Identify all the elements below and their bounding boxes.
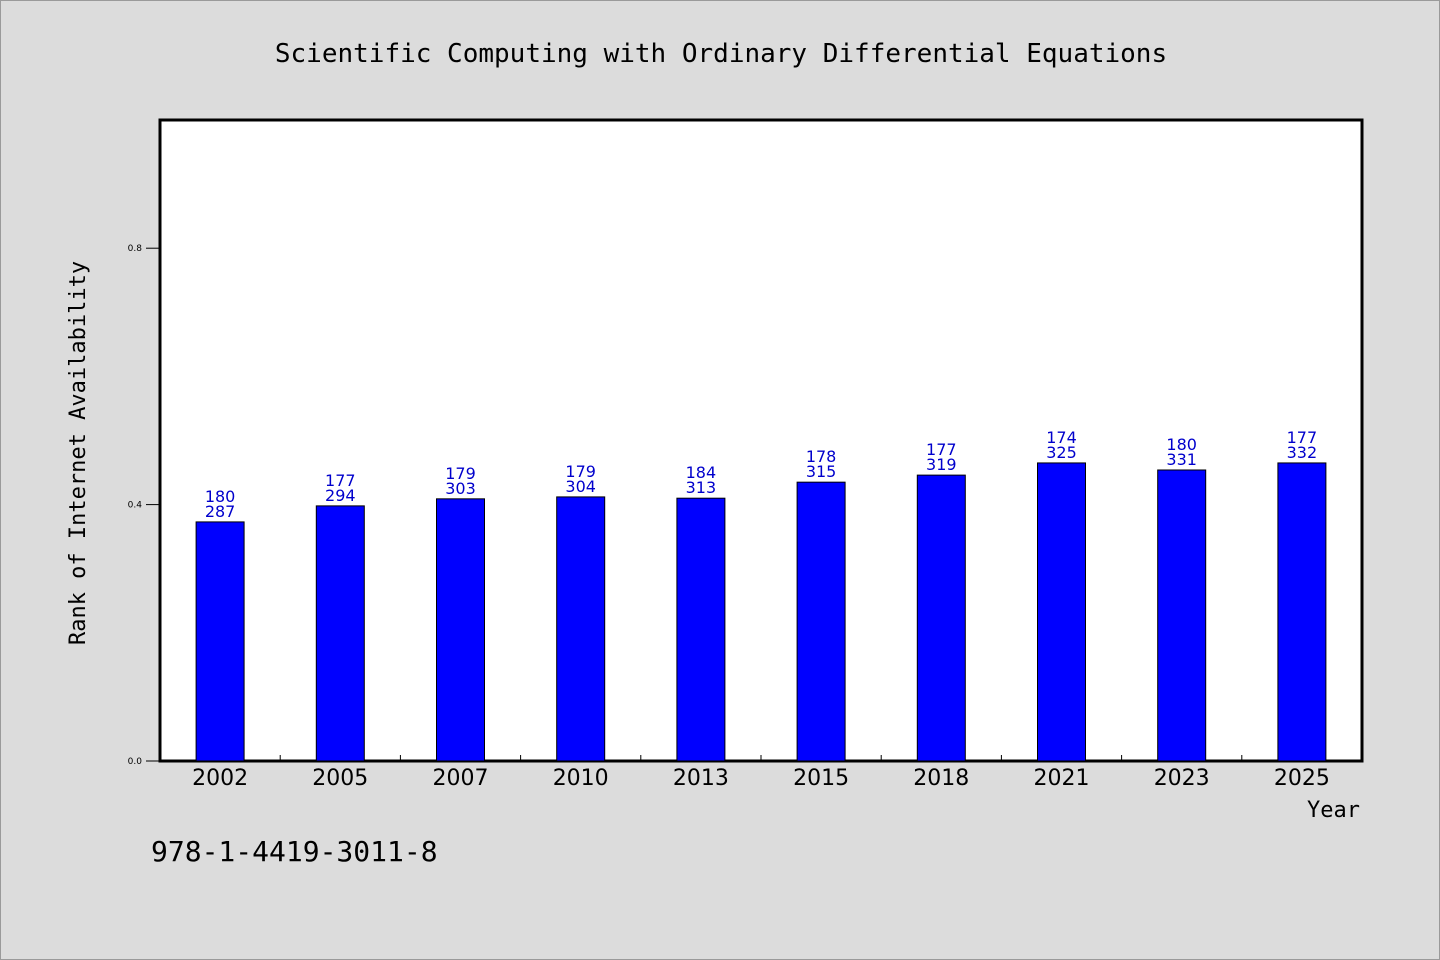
bar-2018 [916, 474, 966, 762]
bars [195, 462, 1327, 762]
bar-label-top: 177 [1287, 428, 1318, 447]
x-axis-title: Year [1307, 798, 1360, 823]
x-axis: 2002 2005 2007 2010 2013 2015 2018 2021 2023 2025 [192, 755, 1330, 791]
bar-label-bottom: 303 [445, 479, 476, 498]
bar-label-bottom: 319 [926, 455, 957, 474]
bar-label-top: 184 [686, 463, 717, 482]
bar-label-top: 174 [1046, 428, 1077, 447]
isbn-text: 978-1-4419-3011-8 [151, 835, 438, 868]
y-tick-label: 0.8 [128, 244, 143, 254]
bar-2010 [556, 496, 606, 762]
y-axis: 0.0 0.4 0.8 [128, 244, 160, 767]
bar-label-top: 178 [806, 447, 837, 466]
x-tick-label: 2021 [1034, 766, 1090, 791]
bar-label-top: 179 [565, 462, 596, 481]
bar-2025 [1277, 462, 1327, 762]
bar-2013 [676, 497, 726, 762]
bar-label-bottom: 332 [1287, 443, 1318, 462]
bar-label-bottom: 313 [686, 478, 717, 497]
bar-2023 [1157, 469, 1207, 762]
bar-label-bottom: 294 [325, 486, 356, 505]
x-tick-label: 2018 [913, 766, 969, 791]
bar-2021 [1037, 462, 1086, 762]
x-tick-label: 2007 [433, 766, 489, 791]
x-tick-label: 2023 [1154, 766, 1210, 791]
y-tick-label: 0.0 [128, 757, 143, 767]
x-tick-label: 2010 [553, 766, 609, 791]
x-tick-label: 2002 [192, 766, 248, 791]
bar-2002 [195, 521, 245, 762]
bar-label-bottom: 331 [1166, 450, 1197, 469]
bar-label-top: 180 [1166, 435, 1197, 454]
chart-title: Scientific Computing with Ordinary Diffe… [275, 39, 1167, 69]
bar-label-top: 177 [926, 440, 957, 459]
bar-2015 [796, 481, 846, 762]
bar-label-bottom: 304 [565, 477, 596, 496]
bar-labels: 1802871772941793031793041843131783151773… [205, 428, 1317, 521]
x-tick-label: 2005 [312, 766, 368, 791]
bar-2007 [436, 498, 485, 762]
x-tick-label: 2015 [793, 766, 849, 791]
bar-label-top: 177 [325, 471, 356, 490]
y-tick-label: 0.4 [128, 501, 143, 511]
bar-label-bottom: 325 [1046, 443, 1077, 462]
bar-label-top: 180 [205, 487, 236, 506]
bar-label-bottom: 287 [205, 502, 236, 521]
bar-label-bottom: 315 [806, 462, 837, 481]
bar-2005 [315, 505, 365, 762]
bar-label-top: 179 [445, 464, 476, 483]
x-tick-label: 2013 [673, 766, 729, 791]
x-tick-label: 2025 [1274, 766, 1330, 791]
y-axis-title: Rank of Internet Availability [66, 261, 91, 645]
